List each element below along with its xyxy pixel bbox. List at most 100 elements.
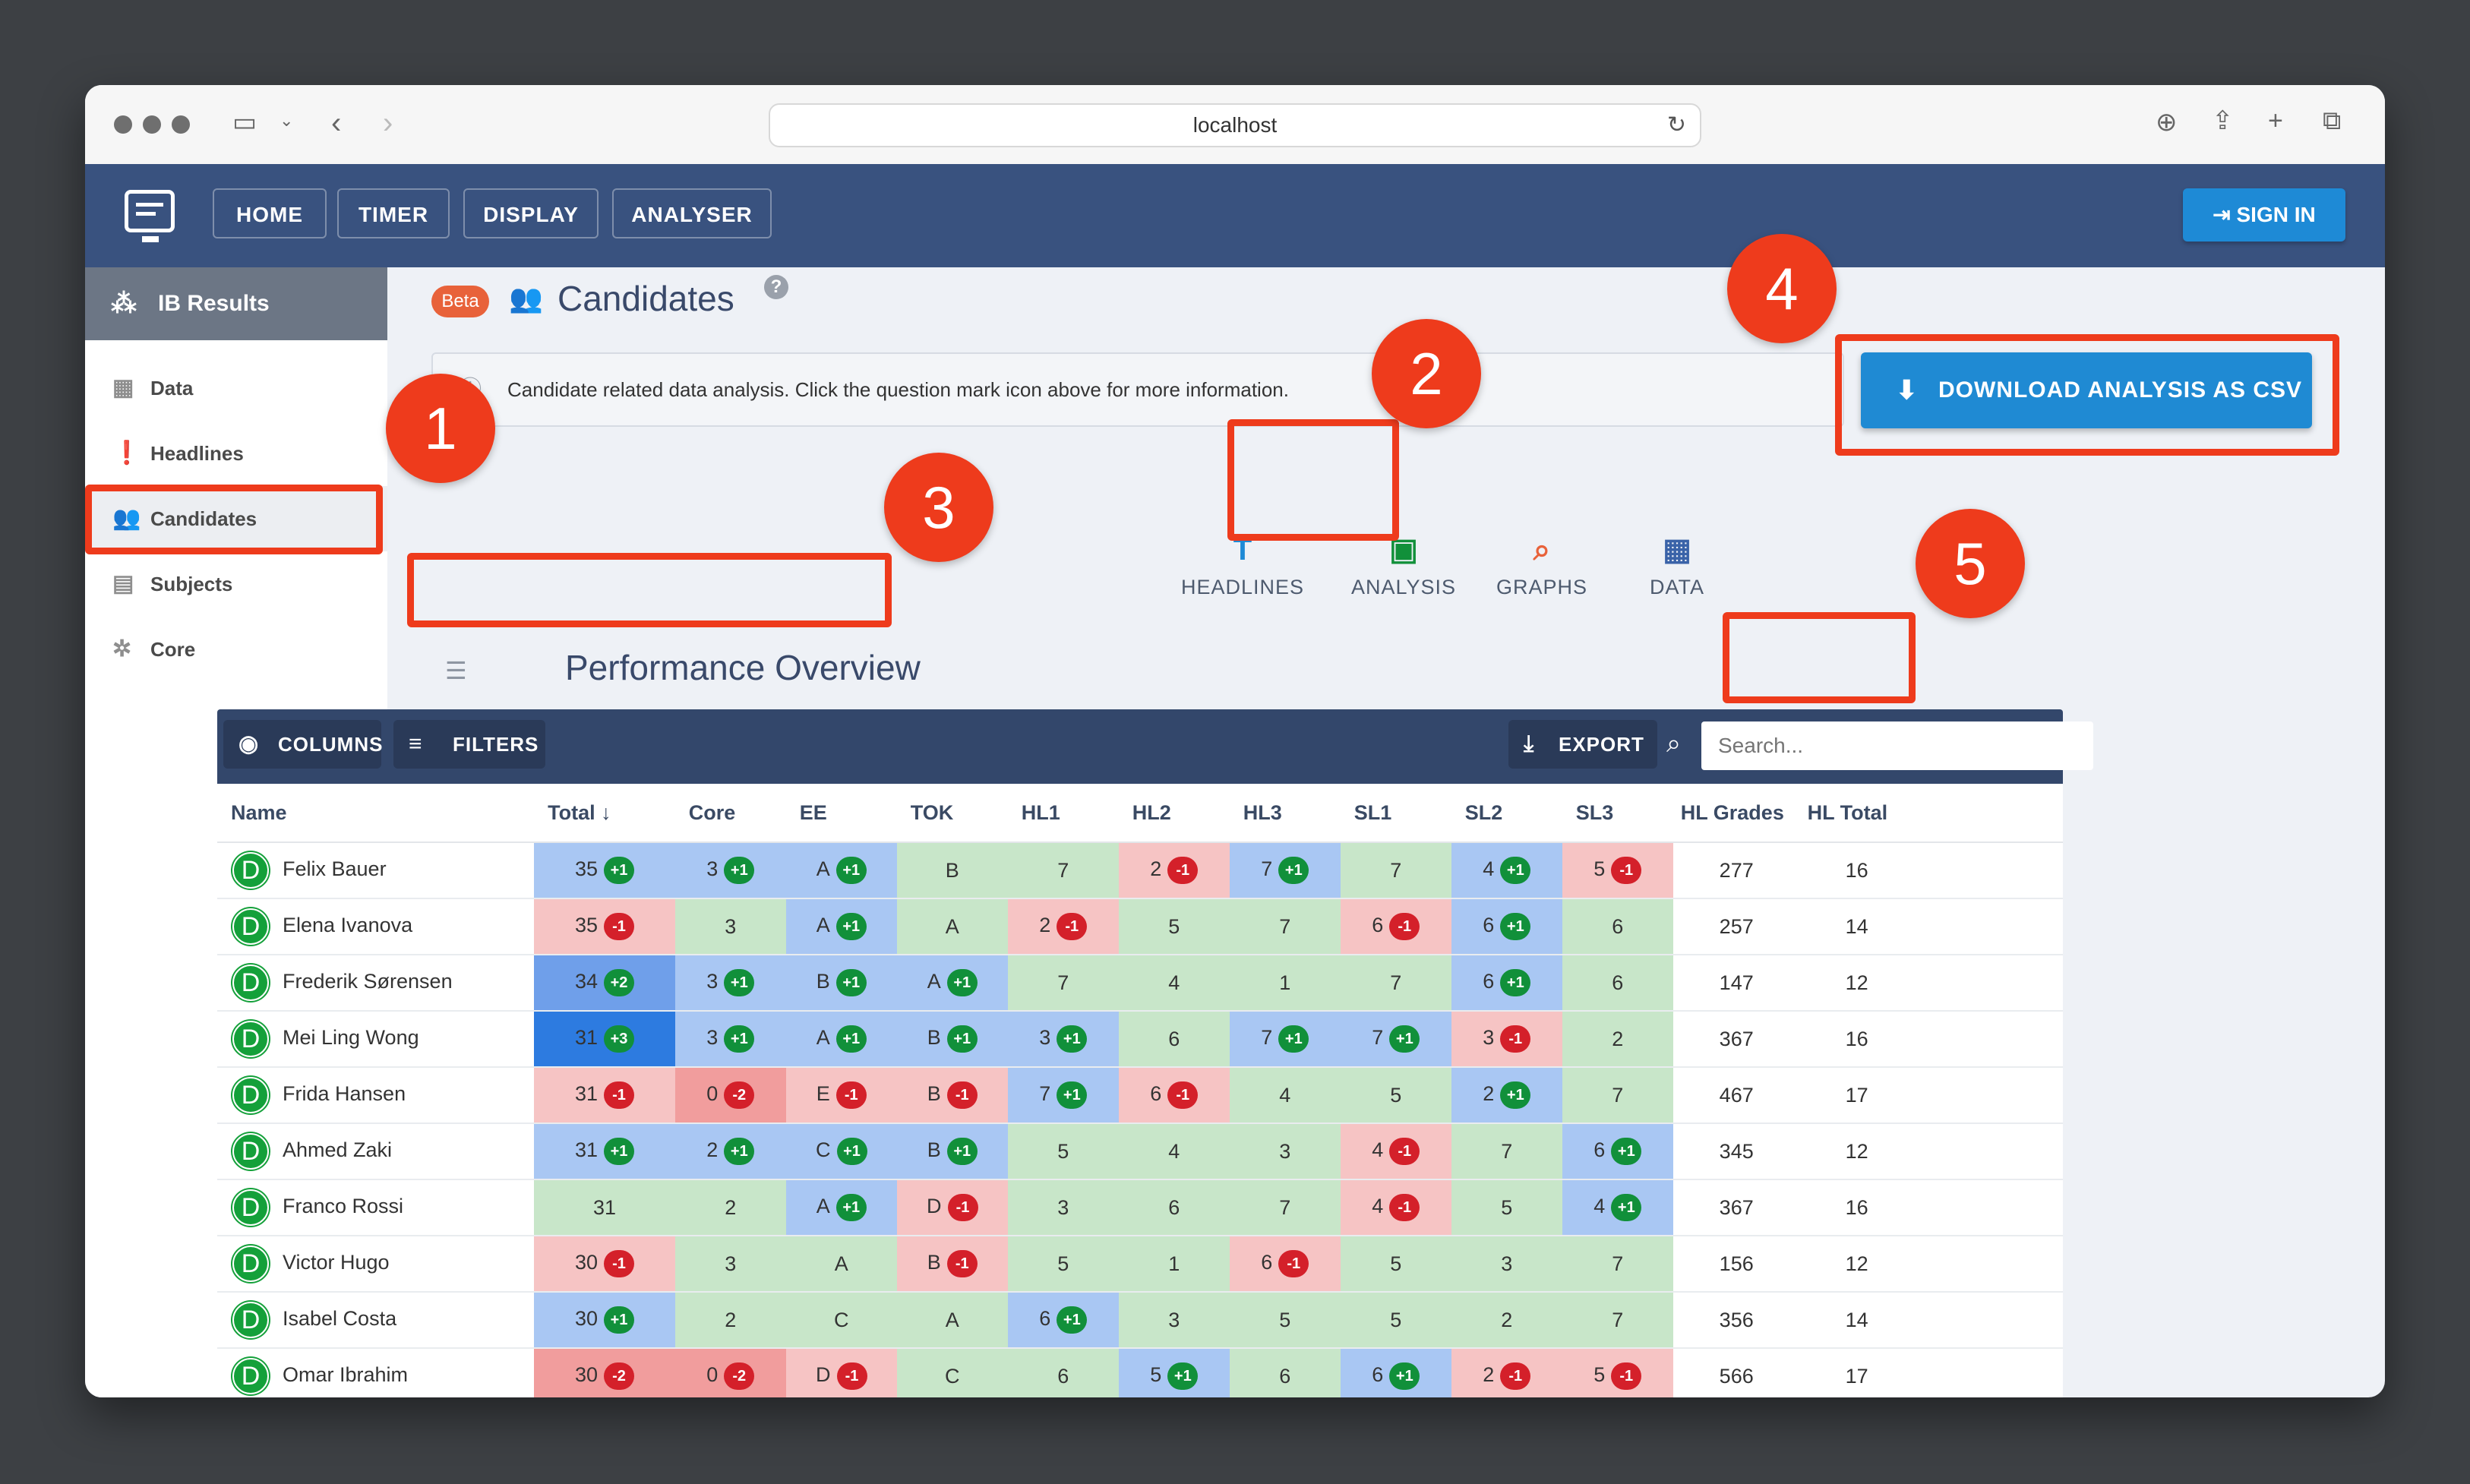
download-icon[interactable]: ⊕ [2156, 108, 2178, 137]
column-header-hl2[interactable]: HL2 [1118, 784, 1230, 843]
avatar: D [232, 908, 269, 945]
score-value: A [945, 914, 959, 938]
nav-home-button[interactable]: HOME [213, 188, 327, 238]
score-value: 6 [1168, 1027, 1180, 1050]
score-value: 3 [1279, 1139, 1291, 1163]
sidebar-item-data[interactable]: ▦ Data [85, 355, 387, 421]
callout-number-3: 3 [884, 453, 993, 562]
candidate-name-cell[interactable]: D Frederik Sørensen [217, 955, 535, 1012]
tab-headlines[interactable]: T HEADLINES [1174, 529, 1311, 599]
column-header-ee[interactable]: EE [785, 784, 897, 843]
column-header-sl3[interactable]: SL3 [1562, 784, 1673, 843]
columns-label: COLUMNS [278, 733, 384, 756]
download-csv-button[interactable]: ⬇ DOWNLOAD ANALYSIS AS CSV [1861, 352, 2312, 428]
candidate-name-cell[interactable]: D Felix Bauer [217, 842, 535, 899]
column-header-hl1[interactable]: HL1 [1007, 784, 1119, 843]
column-header-sl1[interactable]: SL1 [1340, 784, 1451, 843]
score-cell: 3 [1118, 1292, 1230, 1349]
column-header-hl3[interactable]: HL3 [1229, 784, 1341, 843]
table-row[interactable]: D Frederik Sørensen 34 +2 3 +1 B +1 A +1 7 4 1 7 6 +1 6 1… [217, 955, 2063, 1012]
candidate-name-cell[interactable]: D Frida Hansen [217, 1067, 535, 1124]
tabs-overview-icon[interactable]: ⧉ [2323, 106, 2342, 135]
score-value: 6 [1593, 1138, 1606, 1162]
beta-badge: Beta [431, 286, 489, 317]
zoom-window-dot[interactable] [172, 115, 190, 134]
minimize-window-dot[interactable] [143, 115, 161, 134]
browser-chrome: ▭ ⌄ ‹ › localhost ↻ ⊕ ⇪ + ⧉ [85, 85, 2385, 165]
sidebar-item-label: Core [150, 638, 196, 661]
reload-icon[interactable]: ↻ [1666, 112, 1686, 137]
candidate-name-cell[interactable]: D Victor Hugo [217, 1236, 535, 1293]
sidebar-item-candidates[interactable]: 👥 Candidates [85, 486, 387, 551]
nav-display-button[interactable]: DISPLAY [463, 188, 599, 238]
tab-label: DATA [1649, 576, 1704, 598]
score-value: B [945, 858, 959, 882]
table-row[interactable]: D Victor Hugo 30 -1 3 A B -1 5 1 6 -1 5 3 7 156 12 [217, 1236, 2063, 1293]
table-row[interactable]: D Isabel Costa 30 +1 2 C A 6 +1 3 5 5 2 7 356 14 [217, 1292, 2063, 1349]
column-header-total[interactable]: Total ↓ [534, 784, 675, 843]
candidate-name-cell[interactable]: D Elena Ivanova [217, 898, 535, 955]
score-value: A [816, 914, 830, 937]
hl-grades-cell: 367 [1672, 1011, 1800, 1068]
tab-graphs[interactable]: ⌕ GRAPHS [1473, 529, 1610, 599]
candidate-name-cell[interactable]: D Omar Ibrahim [217, 1348, 535, 1397]
change-badge: -1 [835, 1081, 867, 1109]
forward-icon[interactable]: › [383, 106, 393, 140]
chevron-down-icon[interactable]: ⌄ [280, 111, 294, 130]
column-header-tok[interactable]: TOK [896, 784, 1008, 843]
app-logo-icon[interactable] [125, 190, 175, 242]
score-value: D [816, 1363, 831, 1387]
column-header-hl-grades[interactable]: HL Grades [1672, 784, 1800, 843]
candidate-name-cell[interactable]: D Isabel Costa [217, 1292, 535, 1349]
score-value: B [927, 1026, 941, 1050]
score-cell: 4 +1 [1451, 842, 1562, 899]
change-badge: +1 [724, 1025, 755, 1053]
back-icon[interactable]: ‹ [331, 106, 342, 140]
score-cell: 6 -1 [1118, 1067, 1230, 1124]
candidate-name-cell[interactable]: D Franco Rossi [217, 1179, 535, 1236]
score-value: 31 [574, 1138, 598, 1162]
table-row[interactable]: D Frida Hansen 31 -1 0 -2 E -1 B -1 7 +1 6 -1 4 5 2 +1 7 46… [217, 1067, 2063, 1124]
share-icon[interactable]: ⇪ [2212, 106, 2234, 135]
section-title: Performance Overview [565, 648, 921, 687]
new-tab-icon[interactable]: + [2268, 106, 2283, 135]
score-value: E [816, 1082, 830, 1106]
table-row[interactable]: D Elena Ivanova 35 -1 3 A +1 A 2 -1 5 7 6 -1 6 +1 6 257 14 [217, 898, 2063, 955]
nav-analyser-button[interactable]: ANALYSER [612, 188, 772, 238]
help-icon[interactable]: ? [764, 275, 788, 299]
score-cell: 35 +1 [534, 842, 675, 899]
tab-data[interactable]: ▦ DATA [1609, 529, 1745, 599]
score-value: 6 [1150, 1082, 1162, 1106]
search-input[interactable] [1701, 721, 2093, 770]
table-row[interactable]: D Franco Rossi 31 2 A +1 D -1 3 6 7 4 -1 5 4 +1 367 16 [217, 1179, 2063, 1236]
column-header-name[interactable]: Name [217, 784, 535, 843]
score-value: 7 [1372, 1026, 1384, 1050]
score-cell: 4 [1118, 1123, 1230, 1180]
score-value: 0 [706, 1363, 719, 1387]
score-cell: 6 [1562, 955, 1673, 1012]
export-button[interactable]: ⤓ EXPORT [1508, 720, 1657, 769]
sort-desc-icon[interactable]: ↓ [595, 800, 611, 824]
tab-analysis[interactable]: ▣ ANALYSIS [1335, 529, 1472, 599]
candidate-name-cell[interactable]: D Mei Ling Wong [217, 1011, 535, 1068]
table-row[interactable]: D Mei Ling Wong 31 +3 3 +1 A +1 B +1 3 +1 6 7 +1 7 +1 3 -1… [217, 1011, 2063, 1068]
candidate-name-cell[interactable]: D Ahmed Zaki [217, 1123, 535, 1180]
address-bar[interactable]: localhost ↻ [769, 103, 1701, 147]
sidebar-toggle-icon[interactable]: ▭ [232, 108, 257, 137]
close-window-dot[interactable] [114, 115, 132, 134]
sidebar-item-subjects[interactable]: ▤ Subjects [85, 551, 387, 617]
column-header-sl2[interactable]: SL2 [1451, 784, 1562, 843]
columns-button[interactable]: ◉ COLUMNS [223, 720, 384, 769]
table-row[interactable]: D Omar Ibrahim 30 -2 0 -2 D -1 C 6 5 +1 6 6 +1 2 -1 5 -1 56… [217, 1348, 2063, 1397]
filters-button[interactable]: ≡ FILTERS [393, 720, 545, 769]
change-badge: -2 [724, 1081, 755, 1109]
nav-timer-button[interactable]: TIMER [337, 188, 450, 238]
sidebar-item-core[interactable]: ✲ Core [85, 617, 387, 682]
column-header-hl-total[interactable]: HL Total [1799, 784, 2063, 843]
sign-in-button[interactable]: ⇥ SIGN IN [2183, 188, 2345, 242]
change-badge: +1 [1500, 913, 1531, 940]
table-row[interactable]: D Ahmed Zaki 31 +1 2 +1 C +1 B +1 5 4 3 4 -1 7 6 +1 345 12 [217, 1123, 2063, 1180]
sidebar-item-headlines[interactable]: ❗ Headlines [85, 421, 387, 486]
column-header-core[interactable]: Core [674, 784, 786, 843]
table-row[interactable]: D Felix Bauer 35 +1 3 +1 A +1 B 7 2 -1 7 +1 7 4 +1 5 -1 277… [217, 842, 2063, 899]
